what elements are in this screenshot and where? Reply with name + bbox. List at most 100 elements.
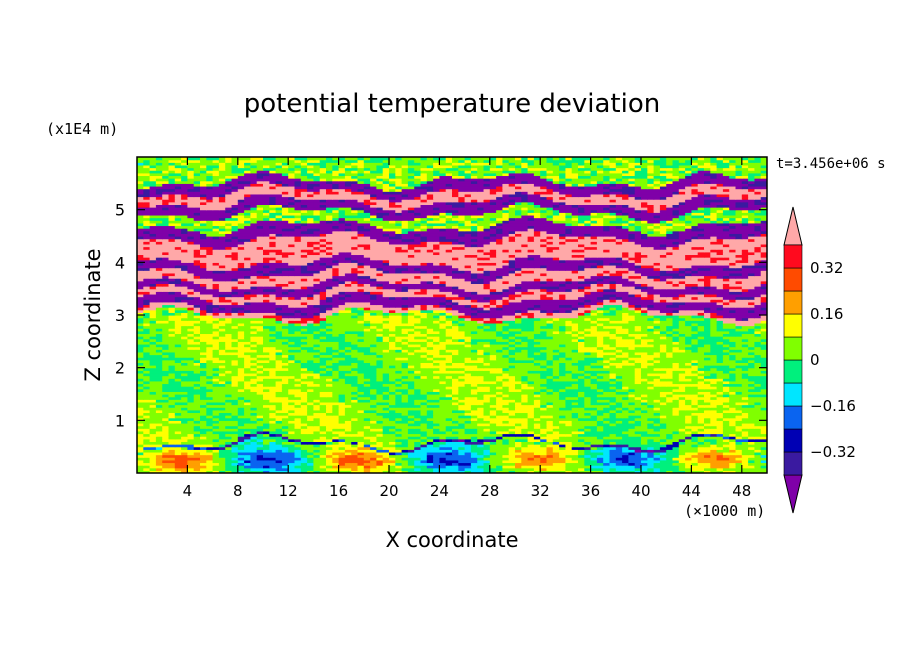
heatmap-cell — [540, 401, 548, 406]
heatmap-cell — [187, 465, 195, 469]
heatmap-cell — [641, 399, 648, 403]
heatmap-cell — [294, 370, 302, 374]
heatmap-cell — [464, 378, 472, 382]
heatmap-cell — [168, 399, 176, 403]
heatmap-cell — [502, 451, 510, 456]
heatmap-cell — [294, 446, 302, 450]
heatmap-cell — [426, 415, 434, 419]
heatmap-cell — [710, 454, 718, 458]
heatmap-cell — [382, 391, 390, 395]
heatmap-cell — [332, 386, 340, 390]
heatmap-cell — [389, 346, 396, 350]
heatmap-cell — [193, 362, 201, 366]
heatmap-cell — [231, 422, 239, 427]
heatmap-cell — [622, 404, 629, 408]
heatmap-cell — [659, 425, 667, 429]
heatmap-cell — [181, 417, 188, 421]
heatmap-cell — [445, 446, 453, 450]
heatmap-cell — [401, 438, 409, 442]
heatmap-cell — [628, 449, 636, 453]
heatmap-cell — [735, 470, 743, 473]
heatmap-cell — [212, 357, 220, 361]
heatmap-cell — [237, 354, 245, 358]
heatmap-cell — [546, 354, 554, 358]
heatmap-cell — [477, 459, 485, 464]
heatmap-cell — [710, 386, 718, 390]
heatmap-cell — [704, 415, 711, 419]
heatmap-cell — [357, 401, 365, 406]
heatmap-cell — [149, 380, 157, 385]
heatmap-cell — [571, 394, 579, 398]
heatmap-cell — [508, 438, 516, 442]
heatmap-cell — [691, 470, 699, 473]
heatmap-cell — [741, 349, 749, 353]
heatmap-cell — [162, 404, 170, 408]
heatmap-cell — [187, 351, 195, 356]
heatmap-cell — [489, 412, 497, 416]
heatmap-cell — [735, 401, 743, 406]
heatmap-cell — [143, 454, 151, 458]
heatmap-cell — [565, 412, 573, 416]
heatmap-cell — [256, 465, 264, 469]
heatmap-cell — [489, 449, 497, 453]
heatmap-cell — [533, 454, 541, 458]
heatmap-cell — [200, 462, 207, 466]
heatmap-cell — [275, 417, 283, 421]
heatmap-cell — [452, 457, 459, 461]
heatmap-cell — [515, 430, 522, 435]
heatmap-cell — [363, 425, 371, 429]
heatmap-cell — [533, 388, 541, 392]
heatmap-cell — [439, 365, 447, 369]
heatmap-cell — [351, 367, 359, 371]
heatmap-cell — [464, 470, 472, 473]
heatmap-cell — [307, 370, 314, 374]
heatmap-cell — [710, 407, 718, 411]
heatmap-cell — [489, 386, 497, 390]
heatmap-cell — [760, 422, 767, 427]
heatmap-cell — [426, 388, 434, 392]
heatmap-cell — [433, 449, 440, 453]
heatmap-cell — [269, 417, 277, 421]
heatmap-cell — [395, 451, 403, 456]
heatmap-cell — [483, 462, 491, 466]
heatmap-cell — [584, 449, 592, 453]
heatmap-cell — [584, 459, 592, 464]
heatmap-cell — [206, 422, 214, 427]
heatmap-cell — [754, 394, 762, 398]
heatmap-cell — [502, 388, 510, 392]
heatmap-cell — [704, 383, 711, 387]
heatmap-cell — [401, 467, 409, 471]
heatmap-cell — [269, 470, 277, 473]
heatmap-cell — [540, 430, 548, 435]
heatmap-cell — [319, 409, 327, 414]
heatmap-cell — [445, 436, 453, 440]
heatmap-cell — [237, 415, 245, 419]
heatmap-cell — [174, 380, 182, 385]
heatmap-cell — [181, 383, 188, 387]
heatmap-cell — [307, 399, 314, 403]
heatmap-cell — [389, 362, 396, 366]
heatmap-cell — [489, 457, 497, 461]
heatmap-cell — [370, 354, 377, 358]
heatmap-cell — [735, 380, 743, 385]
heatmap-cell — [748, 420, 755, 424]
heatmap-cell — [477, 438, 485, 442]
heatmap-cell — [641, 449, 648, 453]
heatmap-cell — [313, 449, 321, 453]
heatmap-cell — [137, 446, 144, 450]
heatmap-cell — [672, 380, 680, 385]
heatmap-cell — [590, 386, 598, 390]
heatmap-cell — [256, 357, 264, 361]
heatmap-cell — [672, 386, 680, 390]
heatmap-cell — [697, 465, 705, 469]
heatmap-cell — [206, 457, 214, 461]
heatmap-cell — [470, 365, 478, 369]
heatmap-cell — [615, 383, 623, 387]
heatmap-cell — [357, 391, 365, 395]
heatmap-cell — [181, 354, 188, 358]
heatmap-cell — [508, 394, 516, 398]
heatmap-cell — [546, 409, 554, 414]
heatmap-cell — [231, 436, 239, 440]
heatmap-cell — [370, 420, 377, 424]
heatmap-cell — [590, 351, 598, 356]
